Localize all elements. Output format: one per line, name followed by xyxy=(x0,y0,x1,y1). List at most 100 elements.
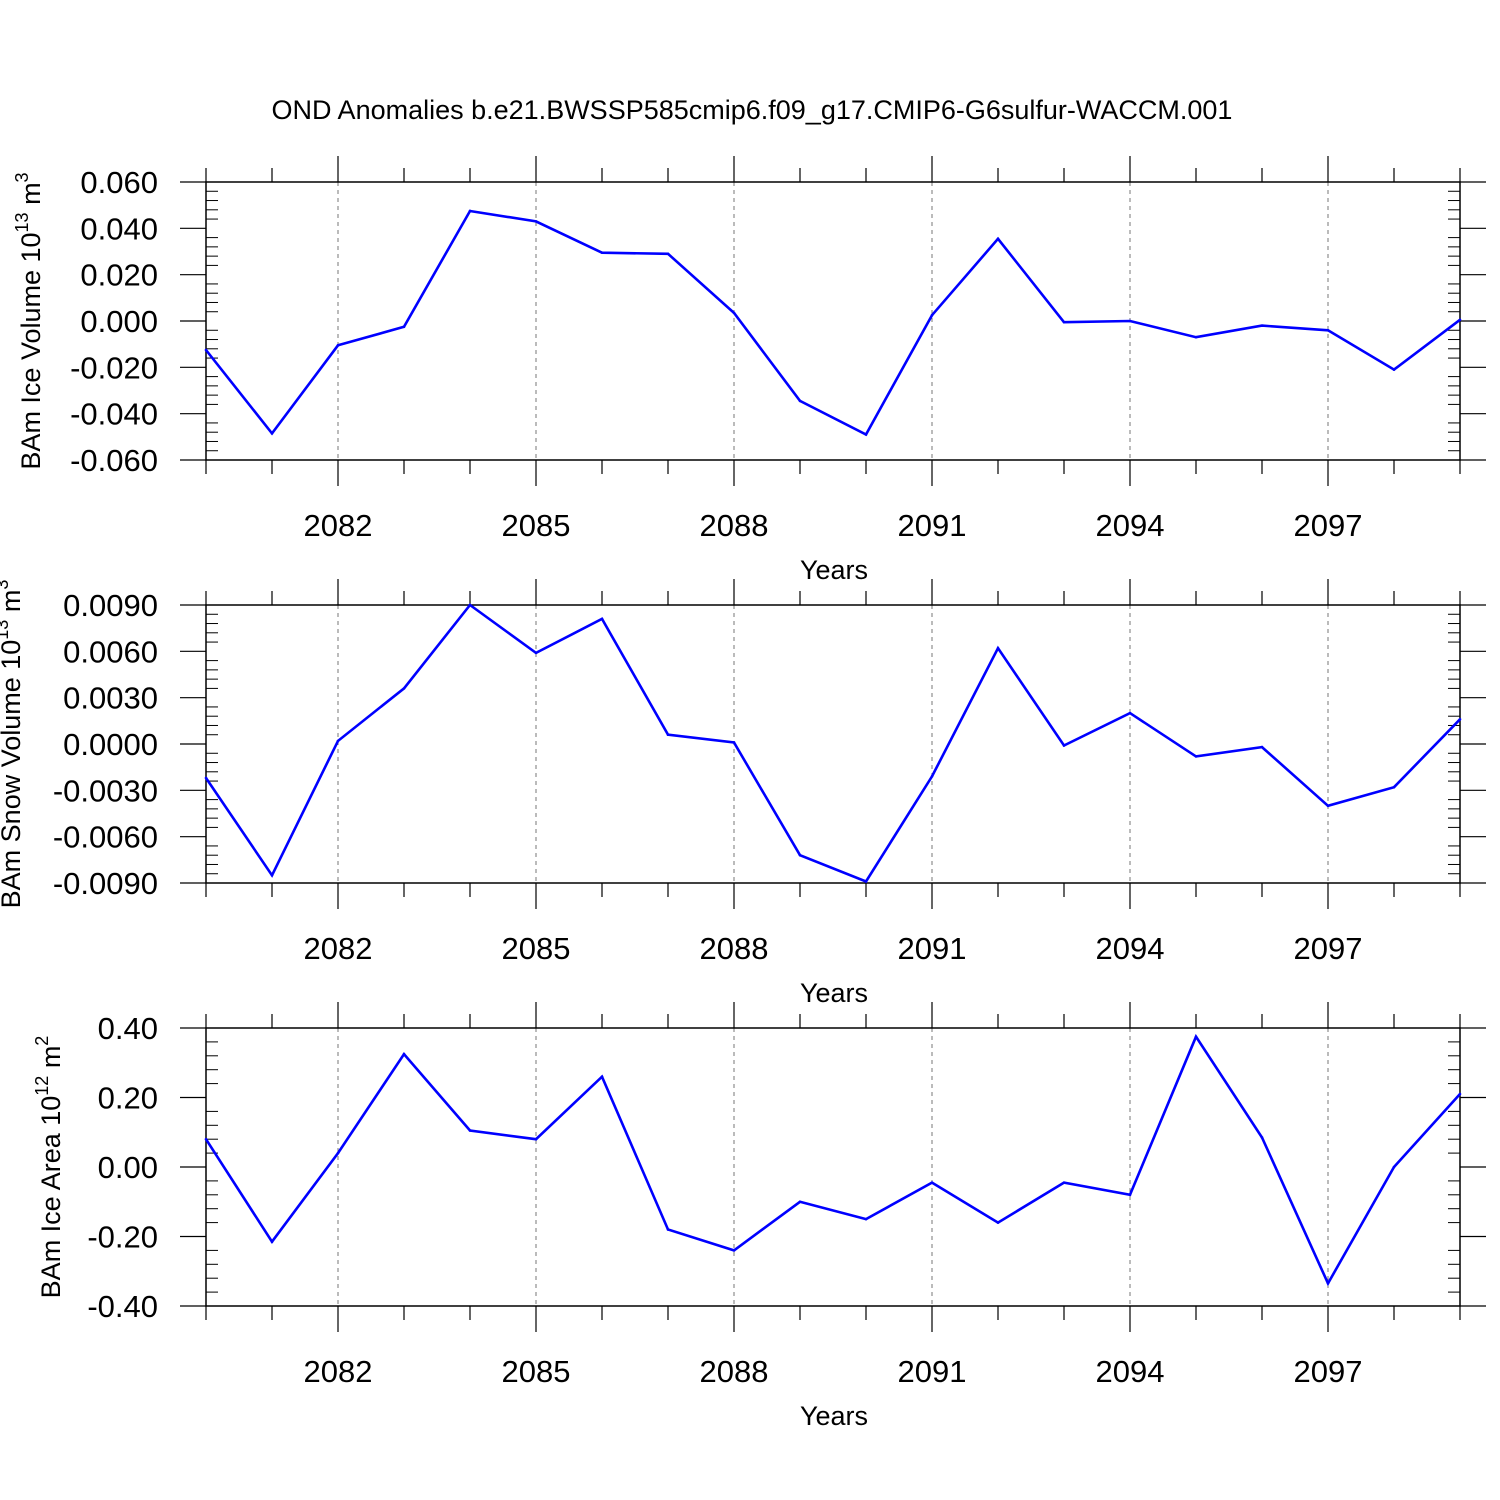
y-axis-label-exponent: 13 xyxy=(12,212,32,232)
data-point xyxy=(534,1137,538,1141)
x-tick-label: 2094 xyxy=(1096,1354,1165,1389)
x-tick-label: 2094 xyxy=(1096,508,1165,543)
data-point xyxy=(468,1129,472,1132)
data-point xyxy=(996,646,1000,650)
panel-1: 0.060 0.040 0.020 0.000 -0.020 -0.040 -0.060 20… xyxy=(12,156,1486,585)
data-point xyxy=(336,344,340,347)
x-tick-label: 2091 xyxy=(898,1354,967,1389)
y-tick-label: -0.0030 xyxy=(53,773,158,808)
panel-3: 0.40 0.20 0.00 -0.20 -0.40 2082 2085 2088 2091 20… xyxy=(32,1002,1486,1431)
data-point xyxy=(1260,745,1264,749)
data-point xyxy=(1458,318,1462,322)
x-tick-label: 2088 xyxy=(700,931,769,966)
data-point xyxy=(798,399,802,403)
x-tick-label: 2082 xyxy=(304,931,373,966)
data-point xyxy=(864,433,868,436)
data-point xyxy=(1128,319,1132,323)
x-tick-label: 2094 xyxy=(1096,931,1165,966)
y-axis-label-unit-exponent: 2 xyxy=(32,1036,52,1046)
data-point xyxy=(1326,328,1330,332)
data-point xyxy=(1260,1136,1264,1139)
y-axis-label: BAm Snow Volume 1013 m3 xyxy=(0,580,26,909)
x-axis-label: Years xyxy=(800,978,868,1008)
y-tick-label: -0.060 xyxy=(70,443,158,478)
data-point xyxy=(1194,755,1198,758)
data-point xyxy=(798,853,802,857)
x-tick-label: 2097 xyxy=(1294,931,1363,966)
data-point xyxy=(270,432,274,435)
y-axis-label-text: BAm Ice Volume 10 xyxy=(16,232,46,469)
data-point xyxy=(600,617,604,621)
data-point xyxy=(864,880,868,883)
x-tick-label: 2091 xyxy=(898,931,967,966)
data-point xyxy=(732,311,736,315)
y-tick-label: 0.20 xyxy=(98,1081,158,1116)
data-point xyxy=(534,651,538,655)
data-point xyxy=(534,220,538,223)
y-tick-label: -0.0060 xyxy=(53,820,158,855)
y-axis-label-unit-exponent: 3 xyxy=(0,580,12,590)
y-tick-label: 0.40 xyxy=(98,1011,158,1046)
y-axis-label: BAm Ice Area 1012 m2 xyxy=(32,1036,66,1299)
y-axis-label-unit-exponent: 3 xyxy=(12,172,32,182)
y-tick-label: -0.40 xyxy=(87,1289,158,1324)
x-tick-label: 2082 xyxy=(304,1354,373,1389)
y-tick-label: 0.0090 xyxy=(63,588,158,623)
data-point xyxy=(930,1181,934,1184)
y-axis-label-text: BAm Snow Volume 10 xyxy=(0,640,26,909)
x-axis-label: Years xyxy=(800,555,868,585)
chart-panels: 0.0600.0400.0200.000-0.020-0.040-0.06020… xyxy=(0,156,1486,1431)
x-tick-label: 2097 xyxy=(1294,508,1363,543)
data-point xyxy=(930,775,934,778)
data-point xyxy=(204,776,208,780)
data-point xyxy=(1326,804,1330,808)
data-point xyxy=(204,348,208,352)
y-tick-label: 0.060 xyxy=(80,165,158,200)
data-point xyxy=(1392,785,1396,789)
data-point xyxy=(1458,1092,1462,1096)
y-tick-label: 0.0000 xyxy=(63,727,158,762)
y-tick-label: 0.0060 xyxy=(63,634,158,669)
data-point xyxy=(468,209,472,213)
data-point xyxy=(1392,1165,1396,1169)
data-point xyxy=(996,1221,1000,1224)
chart-title: OND Anomalies b.e21.BWSSP585cmip6.f09_g1… xyxy=(272,95,1233,125)
y-axis-label-unit: m xyxy=(16,182,46,212)
x-tick-label: 2085 xyxy=(502,931,571,966)
data-point xyxy=(1260,324,1264,327)
data-point xyxy=(1128,1193,1132,1197)
x-axis-label: Years xyxy=(800,1401,868,1431)
data-point xyxy=(204,1137,208,1141)
y-tick-label: -0.020 xyxy=(70,350,158,385)
y-tick-label: -0.0090 xyxy=(53,866,158,901)
data-point xyxy=(732,1249,736,1252)
plot-frame xyxy=(205,604,1461,884)
data-point xyxy=(336,1151,340,1155)
data-point xyxy=(600,1075,604,1078)
y-tick-label: -0.040 xyxy=(70,397,158,432)
y-tick-label: 0.000 xyxy=(80,304,158,339)
data-point xyxy=(336,739,340,743)
y-axis-label-exponent: 13 xyxy=(0,620,12,640)
data-point xyxy=(996,237,1000,241)
data-point xyxy=(1128,711,1132,715)
y-tick-label: 0.00 xyxy=(98,1150,158,1185)
x-tick-label: 2091 xyxy=(898,508,967,543)
data-point xyxy=(1062,744,1066,747)
data-point xyxy=(1062,1181,1066,1184)
data-point xyxy=(402,687,406,690)
y-axis-label-exponent: 12 xyxy=(32,1076,52,1096)
x-tick-label: 2088 xyxy=(700,508,769,543)
series-line-1 xyxy=(204,209,1461,437)
data-point xyxy=(270,873,274,877)
data-point xyxy=(270,1240,274,1244)
y-axis-label-unit: m xyxy=(36,1046,66,1076)
series-line-1 xyxy=(204,603,1461,884)
data-point xyxy=(666,1228,670,1231)
data-point xyxy=(1062,320,1066,324)
y-axis-label-unit: m xyxy=(0,590,26,620)
panel-2: 0.0090 0.0060 0.0030 0.0000 -0.0030 -0.0060 -0… xyxy=(0,579,1486,1008)
y-tick-label: -0.20 xyxy=(87,1220,158,1255)
data-point xyxy=(402,1052,406,1056)
